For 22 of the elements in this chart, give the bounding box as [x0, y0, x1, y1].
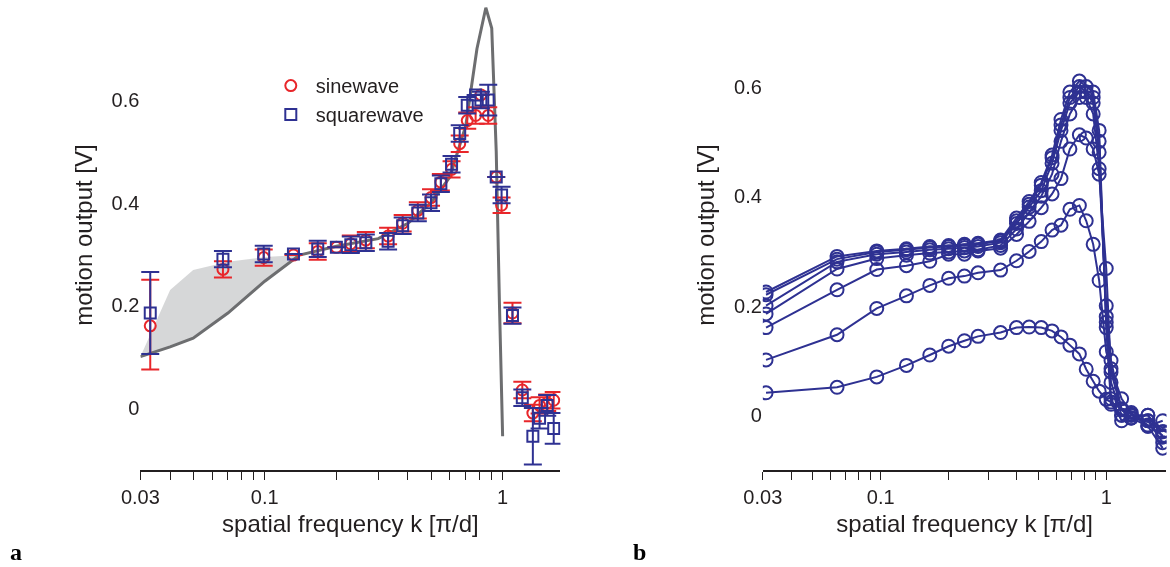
y-tick-label: 0.2: [734, 294, 762, 317]
y-axis-title: motion output [V]: [69, 144, 97, 326]
text: a: [10, 539, 22, 565]
x-tick-label: 1: [497, 485, 509, 508]
y-tick-label: 0.4: [111, 191, 140, 214]
text: b: [633, 539, 647, 565]
x-axis-title: spatial frequency k [π/d]: [836, 509, 1094, 537]
y-axis-title: motion output [V]: [692, 144, 720, 326]
x-tick-label: 0.1: [250, 485, 279, 508]
legend-label: sinewave: [315, 75, 400, 98]
legend-label: squarewave: [315, 104, 424, 127]
y-tick-label: 0.2: [111, 294, 140, 317]
y-tick-label: 0.6: [111, 89, 140, 112]
y-tick-label: 0.4: [734, 185, 762, 208]
y-tick-label: 0: [128, 396, 140, 419]
y-tick-label: 0.6: [734, 75, 762, 98]
x-axis-title: spatial frequency k [π/d]: [222, 509, 479, 537]
x-tick-label: 0.03: [120, 485, 160, 508]
x-tick-label: 0.1: [866, 485, 895, 508]
x-tick-label: 0.03: [743, 485, 783, 508]
x-tick-label: 1: [1100, 485, 1112, 508]
y-tick-label: 0: [750, 404, 762, 427]
